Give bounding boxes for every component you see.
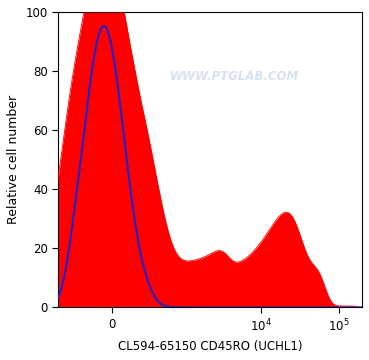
Text: WWW.PTGLAB.COM: WWW.PTGLAB.COM: [170, 71, 299, 84]
X-axis label: CL594-65150 CD45RO (UCHL1): CL594-65150 CD45RO (UCHL1): [118, 340, 302, 353]
Y-axis label: Relative cell number: Relative cell number: [7, 95, 20, 224]
